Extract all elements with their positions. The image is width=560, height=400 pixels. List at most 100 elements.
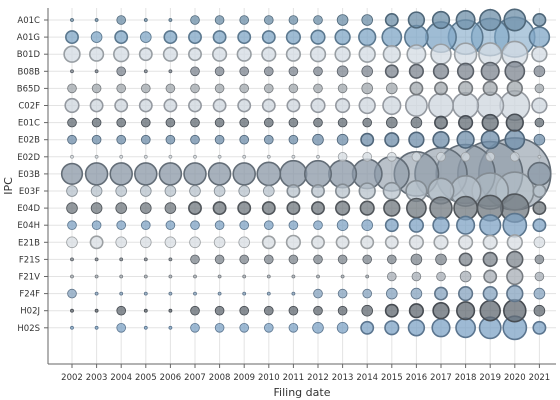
bubble-point[interactable] [361, 134, 373, 146]
bubble-point[interactable] [240, 118, 249, 127]
bubble-point[interactable] [239, 237, 250, 248]
bubble-point[interactable] [117, 135, 126, 144]
bubble-point[interactable] [534, 288, 545, 299]
bubble-point[interactable] [289, 16, 298, 25]
bubble-point[interactable] [533, 202, 545, 214]
bubble-point[interactable] [289, 135, 298, 144]
bubble-point[interactable] [453, 93, 478, 118]
bubble-point[interactable] [459, 253, 471, 265]
bubble-point[interactable] [95, 70, 98, 73]
bubble-point[interactable] [336, 201, 350, 215]
bubble-point[interactable] [117, 67, 126, 76]
bubble-point[interactable] [140, 32, 151, 43]
bubble-point[interactable] [238, 202, 250, 214]
bubble-point[interactable] [159, 163, 181, 185]
bubble-point[interactable] [120, 275, 123, 278]
bubble-point[interactable] [383, 97, 401, 115]
bubble-point[interactable] [120, 292, 123, 295]
bubble-point[interactable] [386, 14, 398, 26]
bubble-point[interactable] [456, 318, 475, 337]
bubble-point[interactable] [538, 155, 541, 158]
bubble-point[interactable] [314, 67, 323, 76]
bubble-point[interactable] [140, 237, 151, 248]
bubble-point[interactable] [215, 84, 224, 93]
bubble-point[interactable] [117, 323, 126, 332]
bubble-point[interactable] [532, 47, 547, 62]
bubble-point[interactable] [238, 31, 250, 43]
bubble-point[interactable] [117, 84, 126, 93]
bubble-point[interactable] [215, 221, 224, 230]
bubble-point[interactable] [62, 164, 83, 185]
bubble-point[interactable] [191, 16, 200, 25]
bubble-point[interactable] [144, 19, 147, 22]
bubble-point[interactable] [338, 255, 347, 264]
bubble-point[interactable] [240, 255, 249, 264]
bubble-point[interactable] [459, 116, 473, 130]
bubble-point[interactable] [433, 132, 449, 148]
bubble-point[interactable] [68, 135, 77, 144]
bubble-point[interactable] [459, 287, 473, 301]
bubble-point[interactable] [412, 272, 421, 281]
bubble-point[interactable] [164, 99, 176, 111]
bubble-point[interactable] [311, 30, 325, 44]
bubble-point[interactable] [189, 48, 201, 60]
bubble-point[interactable] [218, 275, 221, 278]
bubble-point[interactable] [382, 28, 401, 47]
bubble-point[interactable] [166, 84, 175, 93]
bubble-point[interactable] [68, 289, 77, 298]
bubble-point[interactable] [383, 183, 400, 200]
bubble-point[interactable] [117, 221, 126, 230]
bubble-point[interactable] [215, 16, 224, 25]
bubble-point[interactable] [264, 306, 273, 315]
bubble-point[interactable] [533, 185, 545, 197]
bubble-point[interactable] [190, 186, 201, 197]
bubble-point[interactable] [312, 185, 324, 197]
bubble-point[interactable] [535, 272, 544, 281]
bubble-point[interactable] [503, 214, 526, 237]
bubble-point[interactable] [314, 16, 323, 25]
bubble-point[interactable] [169, 309, 172, 312]
bubble-point[interactable] [263, 99, 275, 111]
bubble-point[interactable] [263, 186, 274, 197]
bubble-point[interactable] [71, 275, 74, 278]
bubble-point[interactable] [359, 46, 375, 62]
bubble-point[interactable] [289, 255, 298, 264]
bubble-point[interactable] [534, 66, 545, 77]
bubble-point[interactable] [68, 118, 77, 127]
bubble-point[interactable] [461, 152, 470, 161]
bubble-point[interactable] [66, 31, 78, 43]
bubble-point[interactable] [191, 255, 200, 264]
bubble-point[interactable] [239, 186, 250, 197]
bubble-point[interactable] [407, 45, 425, 63]
bubble-point[interactable] [337, 322, 348, 333]
bubble-point[interactable] [68, 221, 77, 230]
bubble-point[interactable] [215, 135, 224, 144]
bubble-point[interactable] [386, 236, 398, 248]
bubble-point[interactable] [429, 93, 453, 117]
bubble-point[interactable] [267, 155, 270, 158]
bubble-point[interactable] [289, 306, 298, 315]
bubble-point[interactable] [483, 236, 497, 250]
bubble-point[interactable] [287, 47, 301, 61]
bubble-point[interactable] [305, 161, 332, 188]
bubble-point[interactable] [67, 237, 78, 248]
bubble-point[interactable] [95, 258, 98, 261]
bubble-point[interactable] [65, 99, 79, 113]
bubble-point[interactable] [314, 221, 323, 230]
bubble-point[interactable] [534, 237, 545, 248]
bubble-point[interactable] [264, 118, 273, 127]
bubble-point[interactable] [213, 99, 225, 111]
bubble-point[interactable] [336, 99, 350, 113]
bubble-point[interactable] [264, 84, 273, 93]
bubble-point[interactable] [144, 275, 147, 278]
bubble-point[interactable] [456, 11, 474, 29]
bubble-point[interactable] [135, 163, 157, 185]
bubble-point[interactable] [362, 66, 373, 77]
bubble-point[interactable] [262, 47, 276, 61]
bubble-point[interactable] [287, 202, 299, 214]
bubble-point[interactable] [314, 118, 323, 127]
bubble-point[interactable] [116, 237, 127, 248]
bubble-point[interactable] [338, 118, 347, 127]
bubble-point[interactable] [409, 132, 424, 147]
bubble-point[interactable] [233, 163, 255, 185]
